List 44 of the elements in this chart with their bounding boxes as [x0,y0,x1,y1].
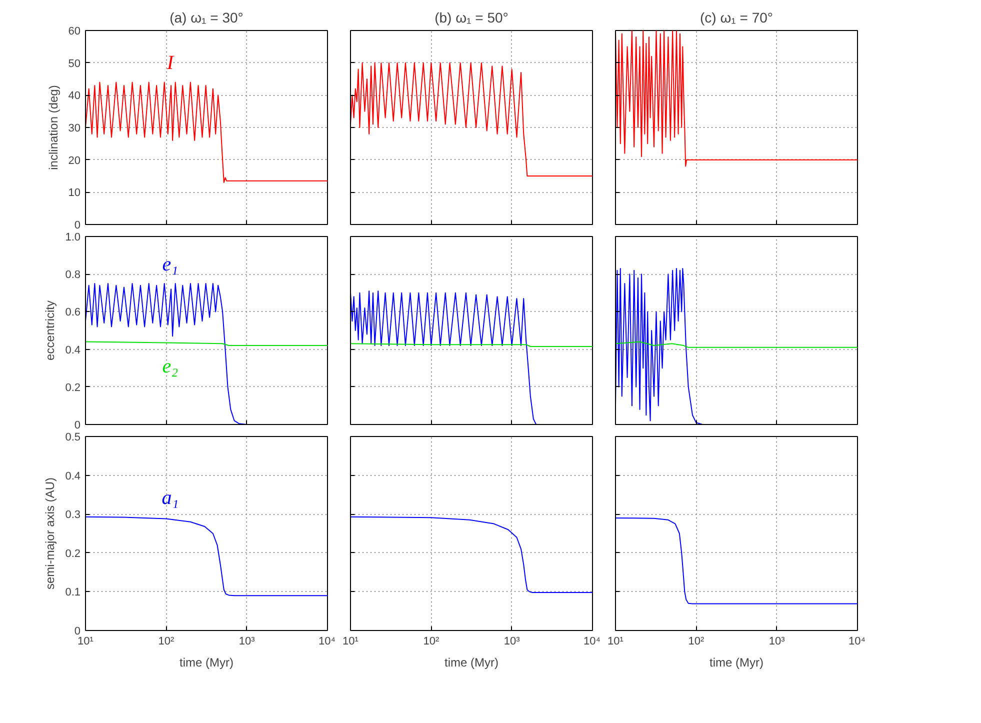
x-tick-label: 10³ [768,636,786,648]
y-tick-label: 0.2 [65,548,81,560]
series-label: I [166,52,175,74]
x-tick-label: 10⁴ [584,636,601,648]
x-tick-label: 10¹ [608,636,624,648]
series-label: e₂ [162,356,178,378]
y-tick-label: 1.0 [65,232,81,244]
y-tick-label: 10 [68,187,81,200]
y-tick-label: 20 [68,154,81,167]
x-tick-label: 10³ [504,636,520,648]
y-tick-label: 0.1 [65,586,81,599]
y-tick-label: 40 [68,90,81,102]
x-tick-label: 10⁴ [848,636,866,648]
y-tick-label: 0 [74,220,81,232]
x-axis-title: time (Myr) [710,656,764,670]
x-tick-label: 10² [688,636,704,648]
x-axis-title: time (Myr) [444,656,499,670]
series-label: e₁ [162,254,178,276]
x-tick-label: 10² [423,636,440,648]
y-tick-label: 0.4 [65,344,81,356]
y-tick-label: 0.5 [65,432,81,444]
y-tick-label: 0.6 [65,306,81,319]
x-tick-label: 10¹ [78,636,94,648]
chart-title: (b) ω₁ = 50° [434,10,508,26]
x-axis-title: time (Myr) [180,656,234,670]
y-axis-title: semi-major axis (AU) [43,477,58,590]
y-tick-label: 0 [74,420,81,432]
x-tick-label: 10¹ [342,636,359,648]
y-tick-label: 0.8 [65,269,81,282]
y-axis-title: inclination (deg) [46,85,60,170]
chart-title: (a) ω₁ = 30° [170,10,244,26]
y-tick-label: 50 [68,58,81,70]
y-tick-label: 0.2 [65,382,81,394]
y-tick-label: 60 [68,26,81,38]
series-label: a₁ [162,486,179,509]
y-tick-label: 0.3 [65,509,81,522]
y-tick-label: 0 [74,626,81,638]
x-tick-label: 10⁴ [318,636,336,648]
y-axis-title: eccentricity [43,300,58,361]
x-tick-label: 10² [158,636,174,648]
x-tick-label: 10³ [238,636,256,648]
y-tick-label: 30 [68,122,81,134]
y-tick-label: 0.4 [65,470,81,482]
chart-title: (c) ω₁ = 70° [700,10,774,26]
